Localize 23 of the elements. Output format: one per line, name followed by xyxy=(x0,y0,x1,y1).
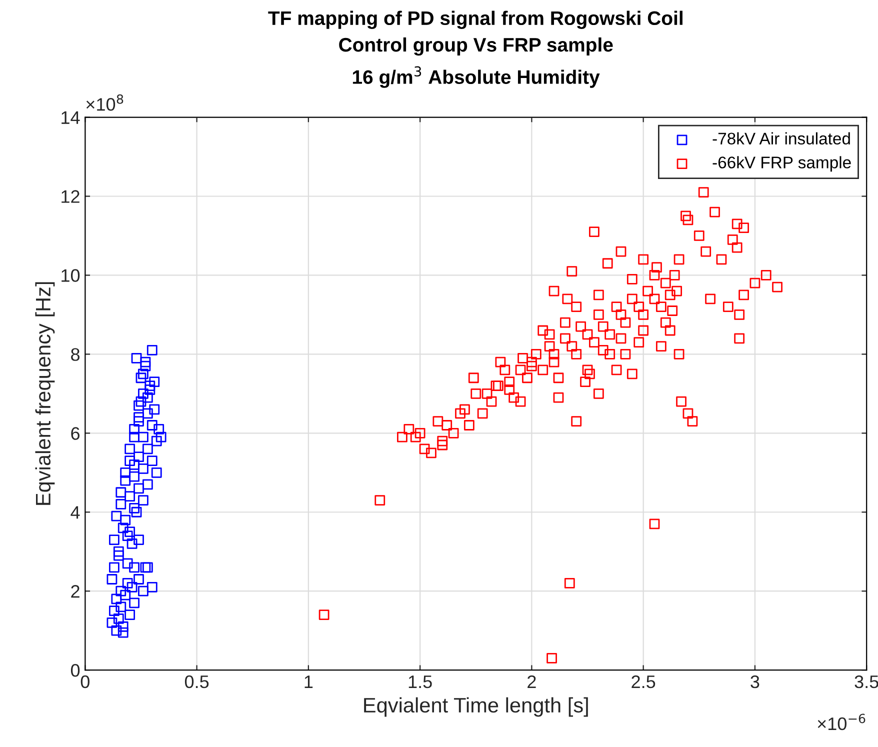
x-tick-label: 3 xyxy=(750,675,760,688)
text: ×10$^{−6}$ xyxy=(818,714,866,730)
x-axis-title: Eqvialent Time length [s] xyxy=(364,697,588,717)
y-tick-label: 2 xyxy=(71,585,80,598)
x-tick-label: 2 xyxy=(528,675,536,688)
x-tick-label: 0.5 xyxy=(184,675,209,688)
y-tick-label: 8 xyxy=(71,348,80,361)
x-tick-label: 1.5 xyxy=(408,676,432,688)
y-tick-label: 10 xyxy=(62,269,80,282)
chart-title: TF mapping of PD signal from Rogowski Coil Control group Vs FRP sample 16 g/m$^{3}$ Absolute Humidity xyxy=(268,10,682,88)
y-tick-label: 0 xyxy=(70,664,80,677)
y-tick-label: 4 xyxy=(70,506,80,519)
x-tick-label: 0 xyxy=(80,675,90,688)
y-tick-label: 12 xyxy=(62,190,80,203)
legend-label: -78kV Air insulated xyxy=(712,132,850,145)
text: ×10$^{8}$ xyxy=(86,94,124,111)
y-tick-label: 14 xyxy=(62,111,80,124)
x-tick-label: 1 xyxy=(304,676,313,688)
x-tick-label: 2.5 xyxy=(632,675,656,688)
legend-label: -66kV FRP sample xyxy=(712,156,851,172)
y-axis-title: Eqvialent frequency [Hz] xyxy=(35,282,55,505)
x-tick-label: 3.5 xyxy=(854,675,878,688)
y-tick-label: 6 xyxy=(71,427,80,440)
